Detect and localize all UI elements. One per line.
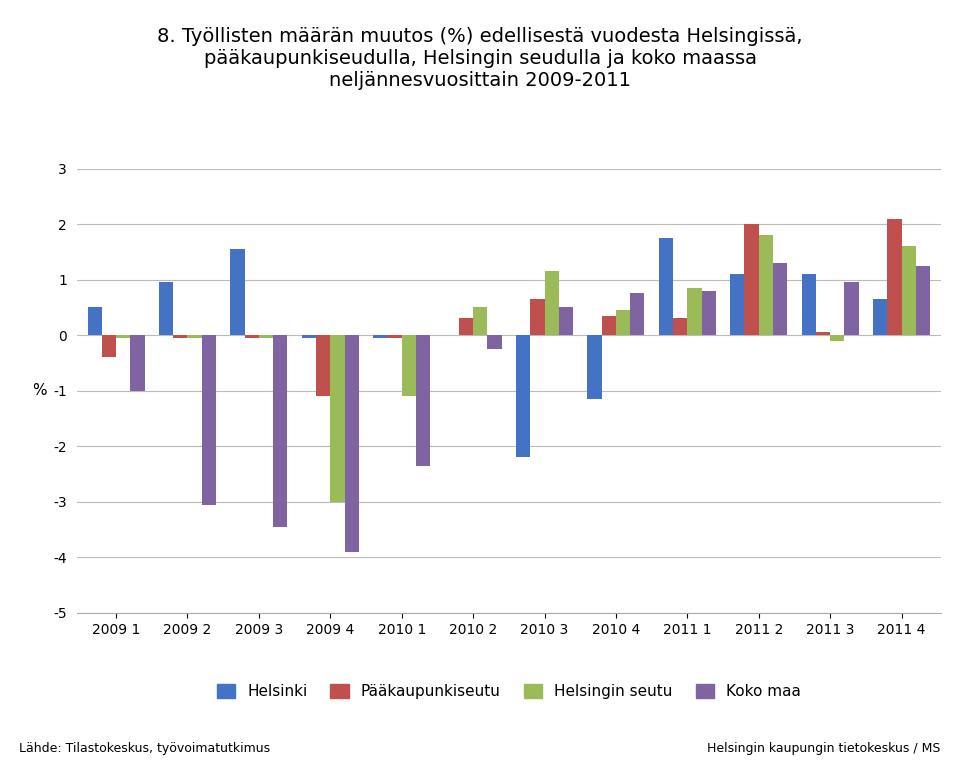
Bar: [516, 336, 530, 457]
Bar: [559, 307, 573, 336]
Bar: [488, 336, 502, 349]
Bar: [159, 283, 173, 336]
Bar: [916, 266, 930, 336]
Bar: [316, 336, 330, 396]
Bar: [845, 283, 858, 336]
Bar: [901, 247, 916, 336]
Bar: [802, 274, 816, 336]
Bar: [173, 336, 187, 338]
Bar: [673, 319, 687, 336]
Y-axis label: %: %: [32, 383, 47, 398]
Bar: [887, 218, 901, 336]
Bar: [116, 336, 131, 338]
Bar: [202, 336, 216, 505]
Bar: [687, 288, 702, 336]
Bar: [758, 235, 773, 336]
Bar: [416, 336, 430, 466]
Bar: [602, 316, 616, 336]
Text: 8. Työllisten määrän muutos (%) edellisestä vuodesta Helsingissä,
pääkaupunkiseu: 8. Työllisten määrän muutos (%) edellise…: [157, 27, 803, 90]
Bar: [773, 263, 787, 336]
Text: Lähde: Tilastokeskus, työvoimatutkimus: Lähde: Tilastokeskus, työvoimatutkimus: [19, 741, 271, 755]
Bar: [388, 336, 401, 338]
Bar: [630, 293, 644, 336]
Bar: [259, 336, 274, 338]
Bar: [274, 336, 287, 527]
Bar: [301, 336, 316, 338]
Bar: [401, 336, 416, 396]
Bar: [702, 290, 716, 336]
Bar: [131, 336, 145, 391]
Bar: [588, 336, 602, 399]
Bar: [102, 336, 116, 357]
Bar: [659, 238, 673, 336]
Bar: [373, 336, 388, 338]
Bar: [530, 299, 544, 336]
Bar: [544, 271, 559, 336]
Bar: [616, 310, 630, 336]
Bar: [473, 307, 488, 336]
Bar: [731, 274, 744, 336]
Bar: [187, 336, 202, 338]
Bar: [744, 224, 758, 336]
Text: Helsingin kaupungin tietokeskus / MS: Helsingin kaupungin tietokeskus / MS: [708, 741, 941, 755]
Bar: [459, 319, 473, 336]
Bar: [230, 249, 245, 336]
Legend: Helsinki, Pääkaupunkiseutu, Helsingin seutu, Koko maa: Helsinki, Pääkaupunkiseutu, Helsingin se…: [210, 678, 807, 705]
Bar: [345, 336, 359, 552]
Bar: [330, 336, 345, 502]
Bar: [873, 299, 887, 336]
Bar: [245, 336, 259, 338]
Bar: [816, 332, 830, 336]
Bar: [830, 336, 845, 341]
Bar: [87, 307, 102, 336]
